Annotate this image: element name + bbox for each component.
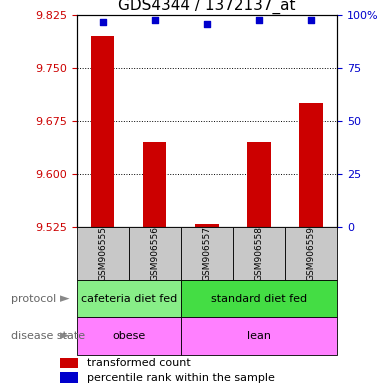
Bar xyxy=(77,227,129,280)
Text: GSM906558: GSM906558 xyxy=(254,226,264,281)
Text: standard diet fed: standard diet fed xyxy=(211,293,307,304)
Point xyxy=(100,19,106,25)
Bar xyxy=(181,280,337,317)
Text: obese: obese xyxy=(112,331,145,341)
Bar xyxy=(181,317,337,355)
Bar xyxy=(129,227,181,280)
Text: disease state: disease state xyxy=(11,331,86,341)
Bar xyxy=(233,227,285,280)
Bar xyxy=(285,227,337,280)
Bar xyxy=(61,358,79,368)
Bar xyxy=(181,227,233,280)
Bar xyxy=(299,103,323,227)
Point xyxy=(152,17,158,23)
Point xyxy=(256,17,262,23)
Text: GSM906556: GSM906556 xyxy=(150,226,159,281)
Bar xyxy=(143,142,167,227)
Text: protocol: protocol xyxy=(11,293,57,304)
Bar xyxy=(77,280,181,317)
Bar xyxy=(195,225,219,227)
Bar xyxy=(91,36,115,227)
Point xyxy=(308,17,314,23)
Text: GSM906555: GSM906555 xyxy=(98,226,107,281)
Bar xyxy=(61,372,79,382)
Text: transformed count: transformed count xyxy=(87,358,191,368)
Bar xyxy=(77,317,181,355)
Title: GDS4344 / 1372137_at: GDS4344 / 1372137_at xyxy=(118,0,296,14)
Text: ►: ► xyxy=(60,292,70,305)
Text: GSM906559: GSM906559 xyxy=(306,226,316,281)
Text: lean: lean xyxy=(247,331,271,341)
Text: percentile rank within the sample: percentile rank within the sample xyxy=(87,372,275,383)
Text: ►: ► xyxy=(60,329,70,343)
Text: GSM906557: GSM906557 xyxy=(202,226,211,281)
Point xyxy=(204,21,210,27)
Bar xyxy=(247,142,271,227)
Text: cafeteria diet fed: cafeteria diet fed xyxy=(80,293,177,304)
